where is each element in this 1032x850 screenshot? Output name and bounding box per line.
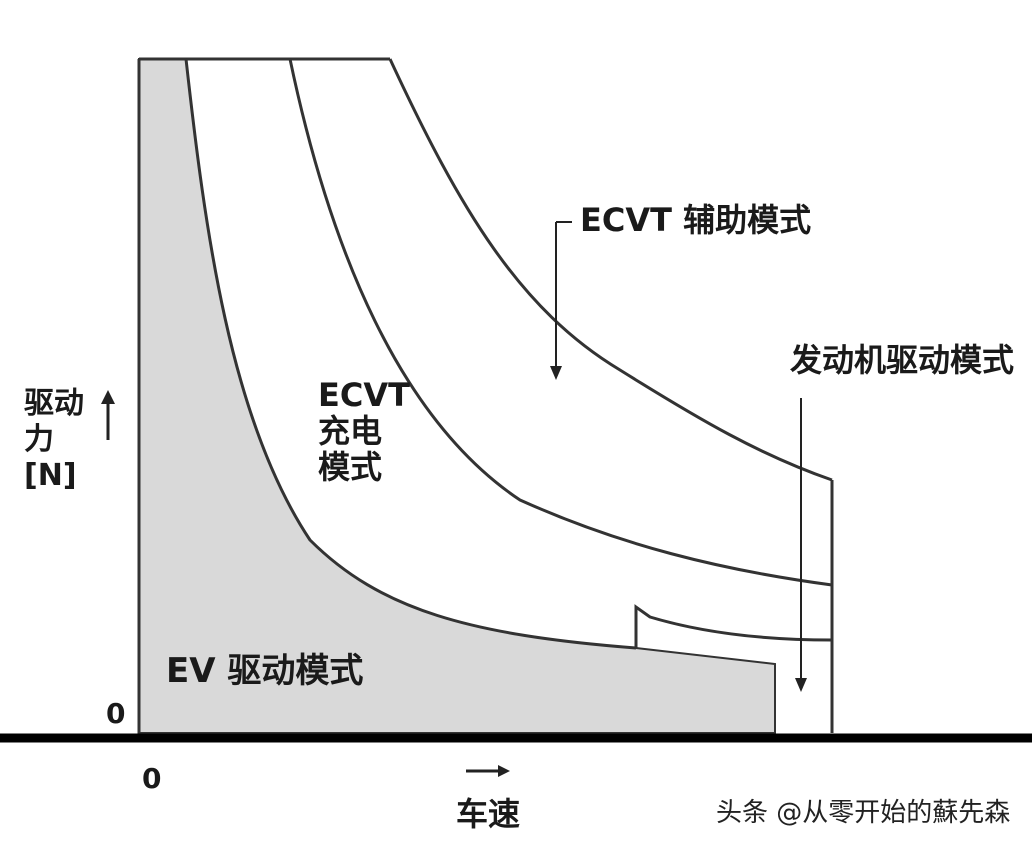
ecvt-charge-line-3: 模式 (318, 448, 383, 486)
ev-region-fill (138, 58, 776, 734)
watermark-text: 头条 @从零开始的蘇先森 (716, 798, 1011, 828)
ev-mode-label: EV 驱动模式 (166, 651, 364, 691)
ecvt-assist-mode-label: ECVT 辅助模式 (580, 201, 812, 239)
x-axis-label: 车速 (456, 795, 521, 833)
y-axis-label-line-1: 驱动 (24, 386, 84, 421)
ecvt-charge-line-1: ECVT (318, 376, 410, 414)
x-axis-zero-label: 0 (142, 762, 162, 795)
engine-mode-label: 发动机驱动模式 (790, 341, 1015, 379)
x-axis-right-arrow-icon (466, 765, 510, 777)
y-axis-up-arrow-icon (101, 390, 115, 440)
ecvt-charge-mode-label: ECVT 充电 模式 (318, 377, 410, 485)
ecvt-charge-line-2: 充电 (318, 412, 383, 450)
y-axis-label-line-2: 力 (24, 422, 54, 457)
y-axis-label: 驱动 力 [N] (24, 386, 84, 494)
engine-arrow-icon (795, 398, 807, 692)
ecvt-charge-boundary-curve (288, 58, 833, 587)
ecvt-assist-boundary-curve (388, 58, 833, 482)
y-axis-label-line-3: [N] (24, 458, 77, 493)
ev-boundary-curve (184, 58, 637, 650)
engine-step-outline (634, 604, 833, 648)
y-axis-zero-label: 0 (106, 697, 126, 730)
ecvt-assist-arrow-icon (550, 221, 572, 380)
